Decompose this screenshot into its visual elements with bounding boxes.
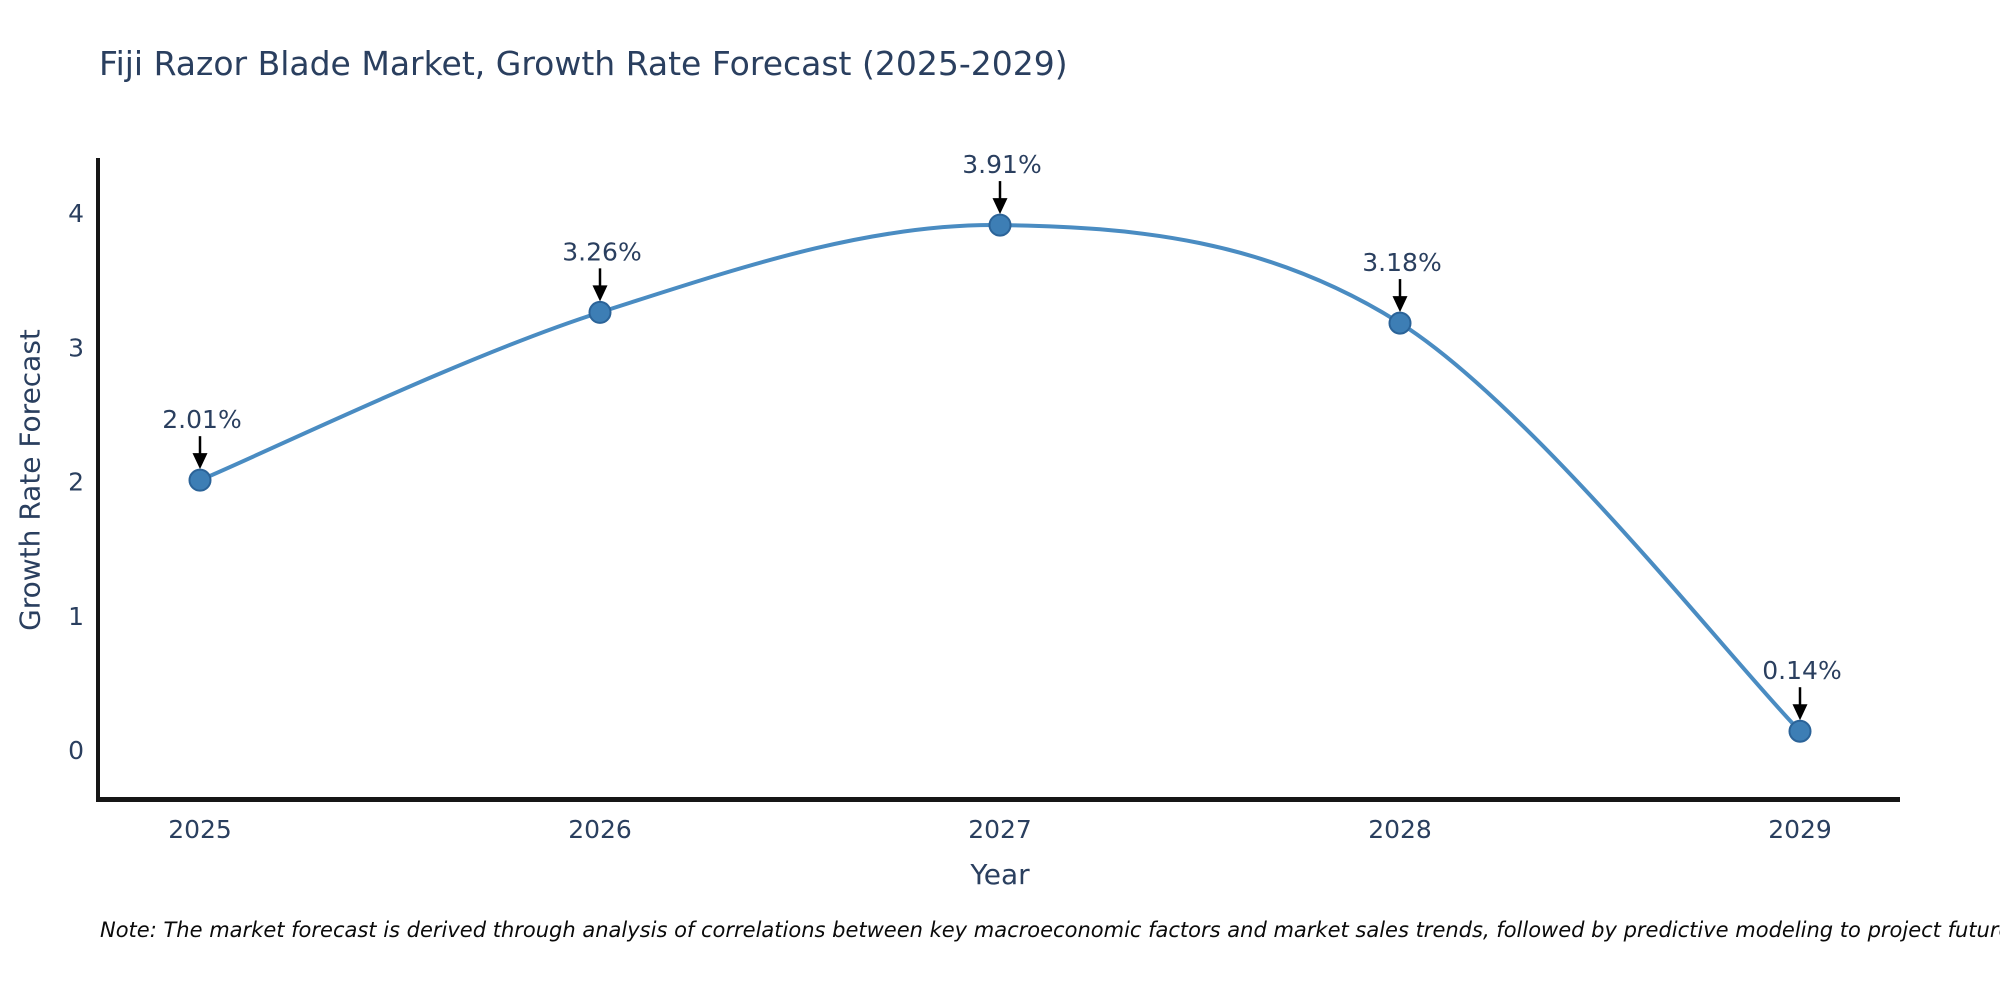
data-point-marker <box>188 468 212 492</box>
data-point-marker <box>1788 719 1812 743</box>
chart-title: Fiji Razor Blade Market, Growth Rate For… <box>99 44 1068 83</box>
y-tick-label: 0 <box>68 736 84 765</box>
data-point-marker <box>1388 311 1412 335</box>
x-tick-label: 2025 <box>168 815 232 844</box>
data-point-marker <box>588 300 612 324</box>
y-tick-label: 4 <box>68 199 84 228</box>
annotation-arrowhead-icon <box>992 198 1008 215</box>
x-tick-label: 2028 <box>1368 815 1432 844</box>
x-tick-label: 2029 <box>1768 815 1832 844</box>
point-value-label: 0.14% <box>1762 656 1841 685</box>
point-value-label: 3.91% <box>962 150 1041 179</box>
annotation-arrowhead-icon <box>1792 704 1808 721</box>
forecast-line <box>198 223 1802 734</box>
y-axis-title: Growth Rate Forecast <box>13 329 47 631</box>
y-tick-label: 3 <box>68 333 84 362</box>
footnote: Note: The market forecast is derived thr… <box>100 918 2000 942</box>
point-value-label: 2.01% <box>162 405 241 434</box>
point-value-label: 3.26% <box>562 237 641 266</box>
x-axis-title-text: Year <box>970 858 1030 891</box>
annotation-arrowhead-icon <box>192 453 208 470</box>
x-axis-title: Year <box>0 858 2000 891</box>
point-value-label: 3.18% <box>1362 248 1441 277</box>
y-tick-label: 1 <box>68 602 84 631</box>
annotation-arrowhead-icon <box>1392 296 1408 313</box>
data-point-marker <box>988 213 1012 237</box>
x-tick-label: 2026 <box>568 815 632 844</box>
annotation-arrowhead-icon <box>592 285 608 302</box>
x-tick-label: 2027 <box>968 815 1032 844</box>
y-tick-label: 2 <box>68 468 84 497</box>
